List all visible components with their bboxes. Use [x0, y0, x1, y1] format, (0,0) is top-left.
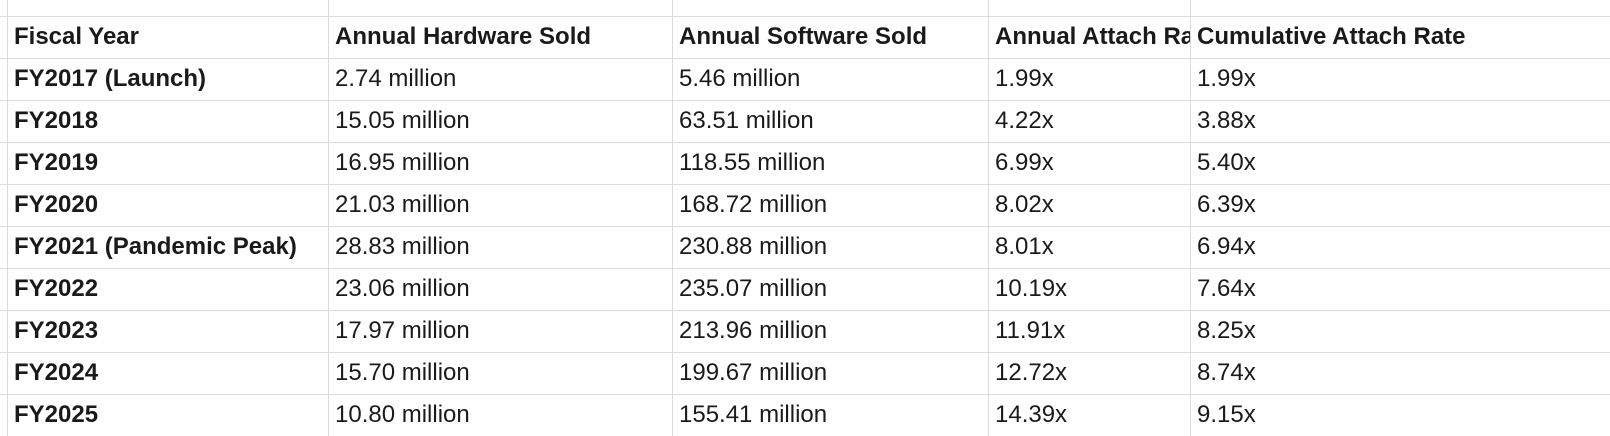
data-cell[interactable]: 6.99x — [988, 142, 1191, 185]
empty-cell — [0, 394, 8, 436]
empty-cell — [0, 268, 8, 311]
data-cell[interactable]: 155.41 million — [672, 394, 989, 436]
header-cell[interactable]: Annual Attach Rate — [988, 16, 1191, 59]
row-header-cell[interactable]: FY2020 — [7, 184, 329, 227]
row-header-cell[interactable]: FY2021 (Pandemic Peak) — [7, 226, 329, 269]
data-cell[interactable]: 5.40x — [1190, 142, 1610, 185]
data-cell[interactable]: 1.99x — [1190, 58, 1610, 101]
data-cell[interactable]: 168.72 million — [672, 184, 989, 227]
header-cell[interactable]: Annual Hardware Sold — [328, 16, 673, 59]
empty-cell — [672, 0, 989, 17]
data-cell[interactable]: 199.67 million — [672, 352, 989, 395]
data-cell[interactable]: 3.88x — [1190, 100, 1610, 143]
empty-cell — [0, 226, 8, 269]
data-cell[interactable]: 7.64x — [1190, 268, 1610, 311]
data-cell[interactable]: 28.83 million — [328, 226, 673, 269]
data-cell[interactable]: 230.88 million — [672, 226, 989, 269]
data-cell[interactable]: 10.80 million — [328, 394, 673, 436]
data-cell[interactable]: 8.02x — [988, 184, 1191, 227]
data-cell[interactable]: 17.97 million — [328, 310, 673, 353]
empty-cell — [0, 100, 8, 143]
data-cell[interactable]: 11.91x — [988, 310, 1191, 353]
empty-cell — [0, 0, 8, 17]
empty-cell — [7, 0, 329, 17]
empty-cell — [0, 16, 8, 59]
empty-cell — [0, 58, 8, 101]
empty-cell — [1190, 0, 1610, 17]
data-cell[interactable]: 4.22x — [988, 100, 1191, 143]
row-header-cell[interactable]: FY2019 — [7, 142, 329, 185]
data-cell[interactable]: 213.96 million — [672, 310, 989, 353]
row-header-cell[interactable]: FY2023 — [7, 310, 329, 353]
data-cell[interactable]: 15.05 million — [328, 100, 673, 143]
data-cell[interactable]: 10.19x — [988, 268, 1191, 311]
data-cell[interactable]: 5.46 million — [672, 58, 989, 101]
data-cell[interactable]: 63.51 million — [672, 100, 989, 143]
data-cell[interactable]: 6.39x — [1190, 184, 1610, 227]
data-cell[interactable]: 6.94x — [1190, 226, 1610, 269]
empty-cell — [328, 0, 673, 17]
data-cell[interactable]: 1.99x — [988, 58, 1191, 101]
empty-cell — [988, 0, 1191, 17]
row-header-cell[interactable]: FY2022 — [7, 268, 329, 311]
empty-cell — [0, 310, 8, 353]
data-cell[interactable]: 12.72x — [988, 352, 1191, 395]
data-cell[interactable]: 21.03 million — [328, 184, 673, 227]
empty-cell — [0, 352, 8, 395]
header-cell[interactable]: Fiscal Year — [7, 16, 329, 59]
data-cell[interactable]: 2.74 million — [328, 58, 673, 101]
data-cell[interactable]: 8.74x — [1190, 352, 1610, 395]
data-cell[interactable]: 8.25x — [1190, 310, 1610, 353]
data-cell[interactable]: 23.06 million — [328, 268, 673, 311]
data-cell[interactable]: 15.70 million — [328, 352, 673, 395]
header-cell[interactable]: Cumulative Attach Rate — [1190, 16, 1610, 59]
row-header-cell[interactable]: FY2024 — [7, 352, 329, 395]
row-header-cell[interactable]: FY2017 (Launch) — [7, 58, 329, 101]
data-cell[interactable]: 8.01x — [988, 226, 1191, 269]
row-header-cell[interactable]: FY2018 — [7, 100, 329, 143]
data-cell[interactable]: 118.55 million — [672, 142, 989, 185]
data-cell[interactable]: 9.15x — [1190, 394, 1610, 436]
data-cell[interactable]: 16.95 million — [328, 142, 673, 185]
empty-cell — [0, 142, 8, 185]
data-cell[interactable]: 14.39x — [988, 394, 1191, 436]
row-header-cell[interactable]: FY2025 — [7, 394, 329, 436]
header-cell[interactable]: Annual Software Sold — [672, 16, 989, 59]
empty-cell — [0, 184, 8, 227]
data-cell[interactable]: 235.07 million — [672, 268, 989, 311]
